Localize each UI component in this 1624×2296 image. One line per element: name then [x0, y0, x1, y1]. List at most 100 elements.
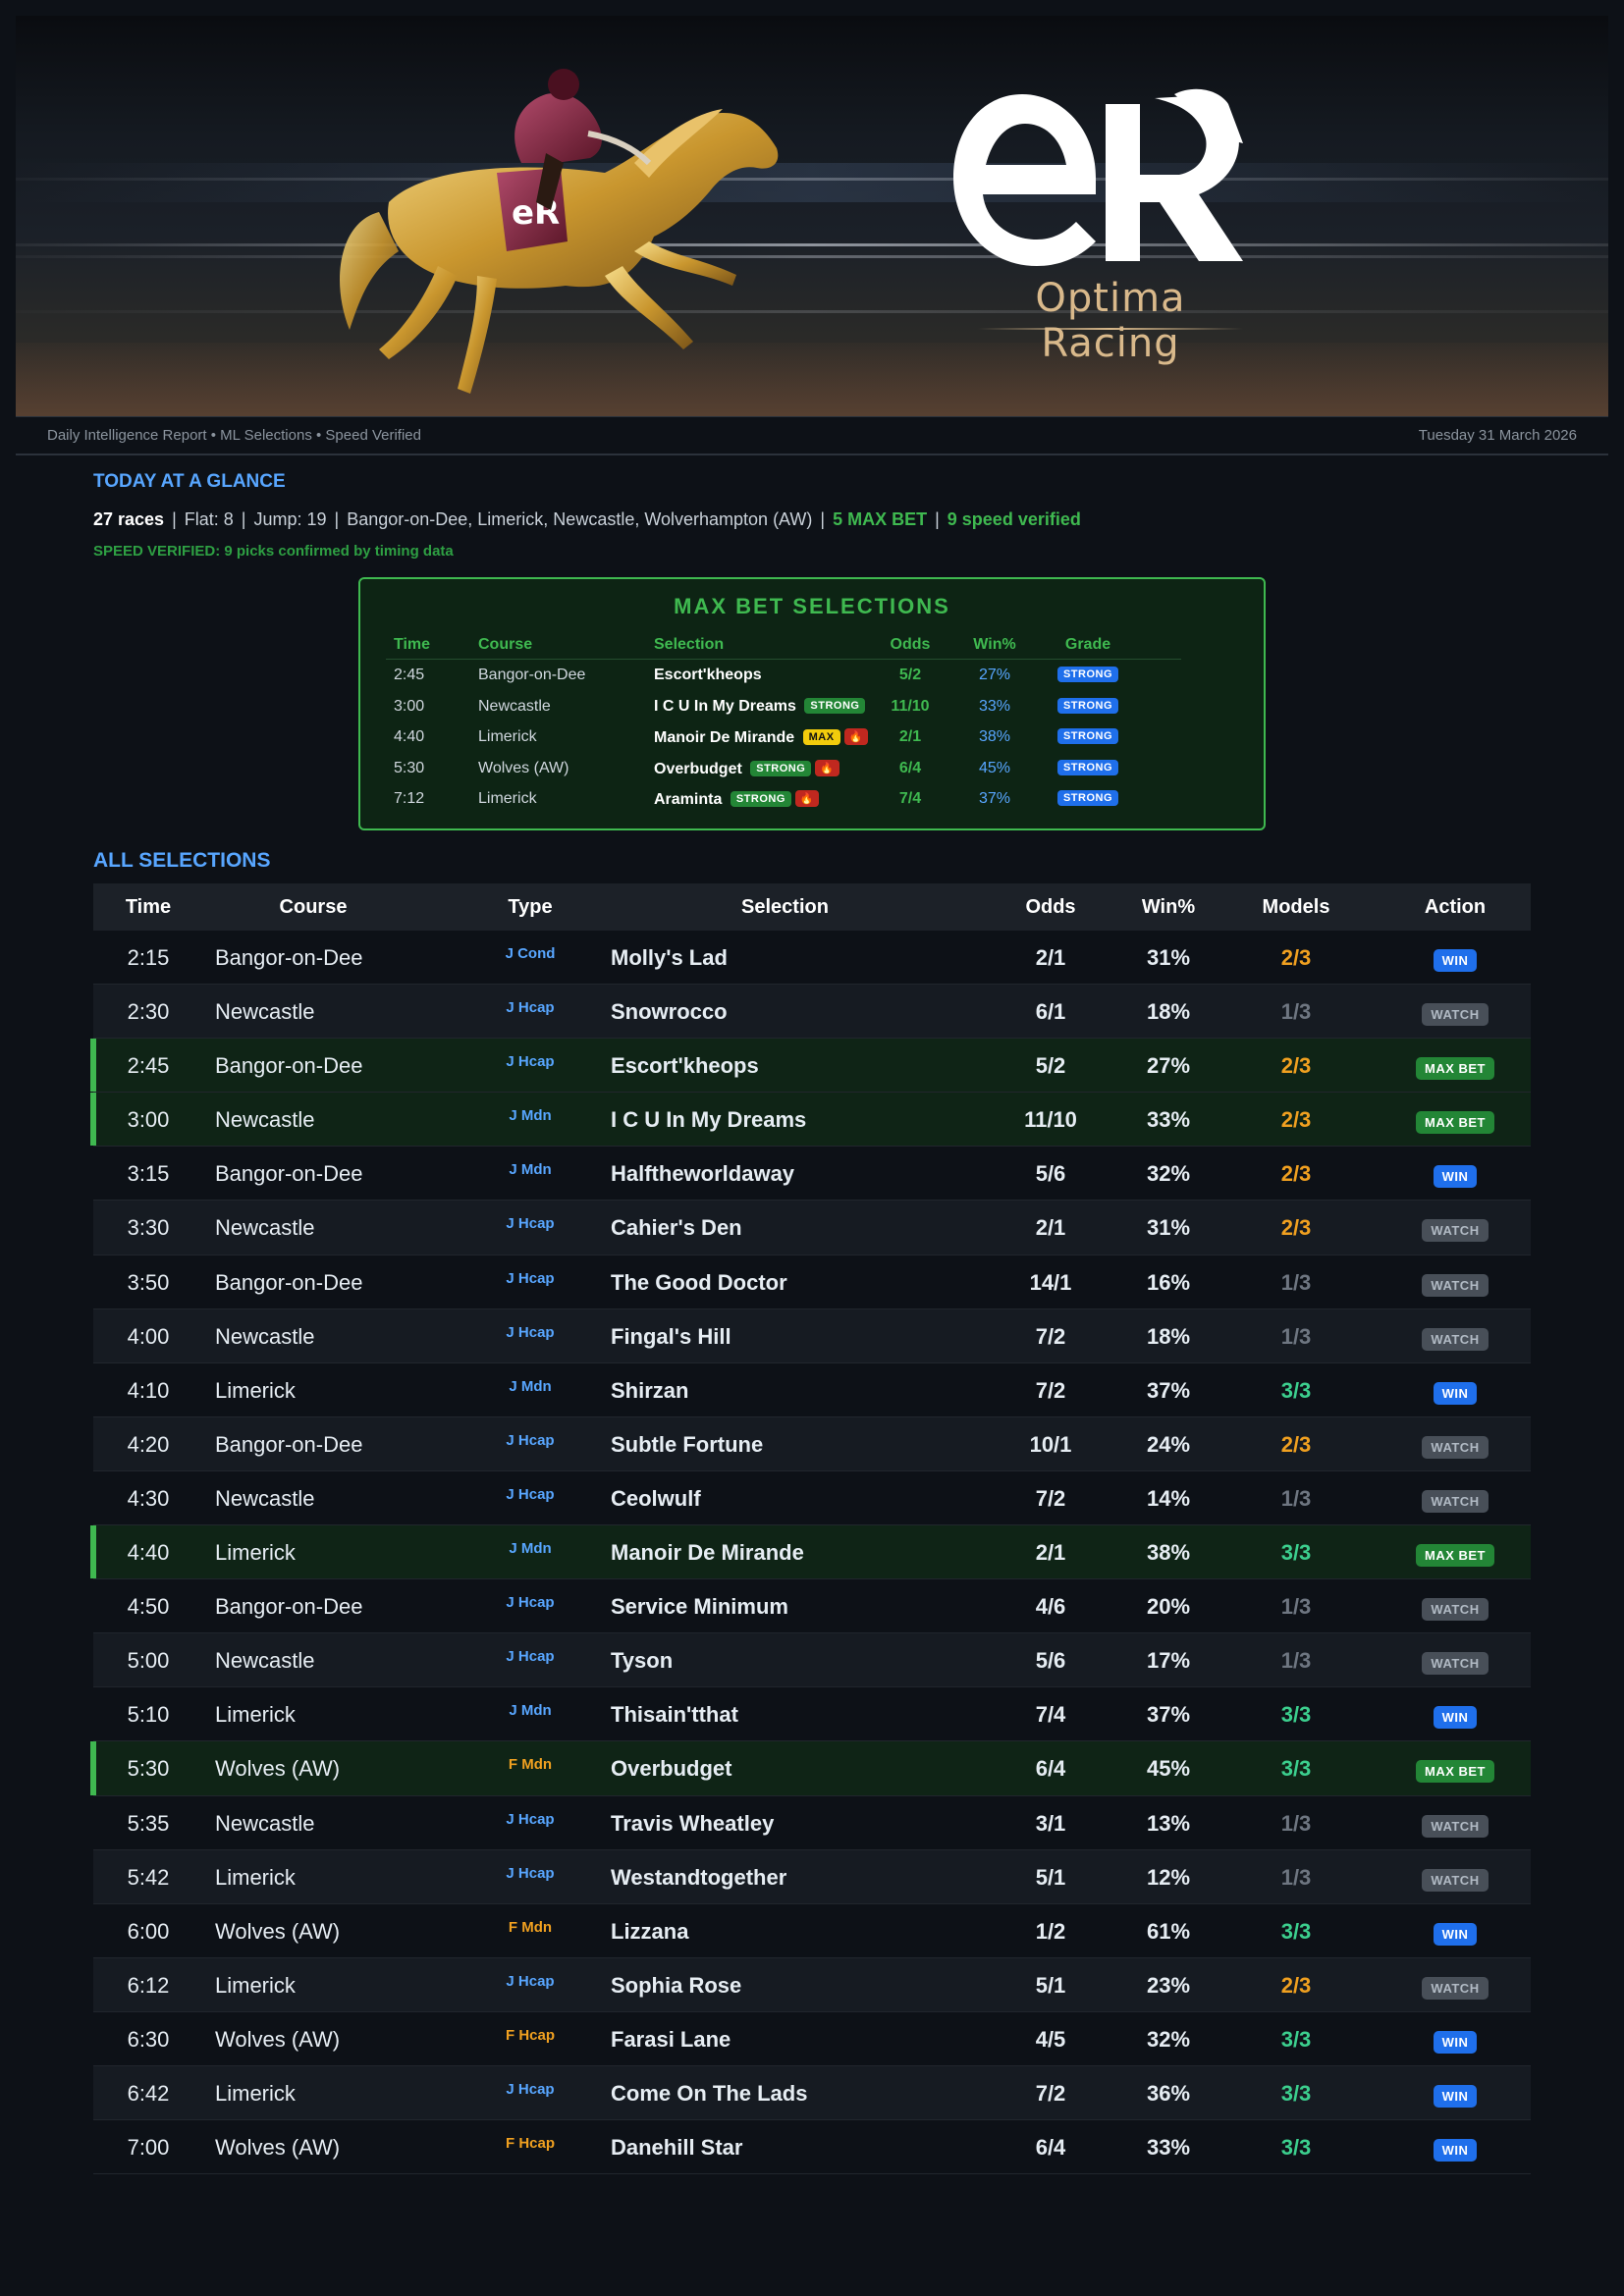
max-bet-title: MAX BET SELECTIONS — [674, 594, 950, 618]
models-agreement: 1/3 — [1280, 1323, 1312, 1349]
odds: 6/4 — [1035, 2135, 1066, 2161]
action-cell: WIN — [1380, 1919, 1531, 1946]
course-name: Limerick — [215, 1972, 296, 1998]
action-badge[interactable]: WATCH — [1422, 1435, 1489, 1459]
selection-row[interactable]: 2:45 Bangor-on-Dee J Hcap Escort'kheops 5/2 2… — [90, 1039, 1531, 1094]
action-badge[interactable]: WIN — [1433, 2139, 1478, 2163]
odds: 2/1 — [898, 728, 922, 745]
models-agreement: 3/3 — [1280, 1756, 1312, 1782]
win-pct: 13% — [1146, 1810, 1191, 1836]
race-time: 4:50 — [127, 1594, 170, 1620]
selection-row[interactable]: 5:00 Newcastle J Hcap Tyson 5/6 17% 1/3 WATCH — [93, 1633, 1531, 1688]
selection-row[interactable]: 6:12 Limerick J Hcap Sophia Rose 5/1 23% 2/3 WA… — [93, 1957, 1531, 2012]
odds: 5/6 — [1035, 1648, 1066, 1674]
action-badge[interactable]: WATCH — [1422, 1598, 1489, 1622]
selection-name: Araminta — [654, 791, 723, 808]
action-cell: MAX BET — [1380, 1756, 1531, 1784]
action-cell: WIN — [1380, 2027, 1531, 2054]
action-badge[interactable]: WIN — [1433, 2030, 1478, 2054]
action-badge[interactable]: WATCH — [1422, 1976, 1489, 2000]
selection-row[interactable]: 5:30 Wolves (AW) F Mdn Overbudget 6/4 45% 3/3 M… — [90, 1741, 1531, 1796]
win-pct: 27% — [978, 667, 1011, 683]
action-badge[interactable]: WATCH — [1422, 1489, 1489, 1513]
action-badge[interactable]: WIN — [1433, 1706, 1478, 1730]
selection-row[interactable]: 6:30 Wolves (AW) F Hcap Farasi Lane 4/5 32% 3/… — [93, 2011, 1531, 2066]
action-badge[interactable]: MAX BET — [1416, 1544, 1494, 1568]
models-agreement: 2/3 — [1280, 1215, 1312, 1241]
action-badge[interactable]: MAX BET — [1416, 1760, 1494, 1784]
action-cell: MAX BET — [1380, 1053, 1531, 1081]
selection-row[interactable]: 4:40 Limerick J Mdn Manoir De Mirande 2/1 38%… — [90, 1525, 1531, 1580]
action-badge[interactable]: WIN — [1433, 949, 1478, 972]
models-agreement: 2/3 — [1280, 1053, 1312, 1079]
selection-row[interactable]: 5:42 Limerick J Hcap Westandtogether 5/1 12% 1… — [93, 1849, 1531, 1904]
selection-row[interactable]: 7:00 Wolves (AW) F Hcap Danehill Star 6/4 33%… — [93, 2120, 1531, 2175]
models-agreement: 2/3 — [1280, 1972, 1312, 1998]
action-badge[interactable]: WIN — [1433, 1922, 1478, 1946]
models-agreement: 1/3 — [1280, 1810, 1312, 1836]
win-pct: 33% — [1146, 2135, 1191, 2161]
action-badge[interactable]: WATCH — [1422, 1652, 1489, 1676]
speed-verified-count: 9 speed verified — [947, 509, 1081, 529]
action-cell: WATCH — [1380, 1865, 1531, 1892]
course-name: Limerick — [215, 1702, 296, 1728]
selection-row[interactable]: 5:10 Limerick J Mdn Thisain'tthat 7/4 37% 3/3 W… — [93, 1687, 1531, 1742]
race-type: J Mdn — [509, 1702, 552, 1720]
race-type: J Hcap — [506, 999, 555, 1017]
selection-row[interactable]: 4:10 Limerick J Mdn Shirzan 7/2 37% 3/3 WIN — [93, 1362, 1531, 1417]
action-badge[interactable]: MAX BET — [1416, 1057, 1494, 1081]
action-badge[interactable]: MAX BET — [1416, 1111, 1494, 1135]
selection-name: Manoir De Mirande — [654, 729, 795, 746]
action-cell: WATCH — [1380, 1270, 1531, 1297]
action-badge[interactable]: WATCH — [1422, 1814, 1489, 1838]
selection-name: Fingal's Hill — [611, 1323, 731, 1349]
strong-tag: STRONG — [750, 760, 812, 776]
selection-cell: Escort'kheops — [654, 667, 762, 684]
odds: 5/1 — [1035, 1864, 1066, 1890]
models-agreement: 3/3 — [1280, 1540, 1312, 1566]
selection-row[interactable]: 4:20 Bangor-on-Dee J Hcap Subtle Fortune 10/… — [93, 1416, 1531, 1471]
race-type: J Hcap — [506, 1431, 555, 1449]
race-count: 27 races — [93, 509, 165, 529]
action-badge[interactable]: WIN — [1433, 2084, 1478, 2108]
glance-title: TODAY AT A GLANCE — [93, 471, 286, 492]
selection-name: Manoir De Mirande — [611, 1540, 804, 1566]
selection-row[interactable]: 6:42 Limerick J Hcap Come On The Lads 7/2 36%… — [93, 2065, 1531, 2121]
action-badge[interactable]: WIN — [1433, 1165, 1478, 1189]
course-name: Newcastle — [215, 1107, 315, 1133]
selection-row[interactable]: 3:50 Bangor-on-Dee J Hcap The Good Doctor 14… — [93, 1255, 1531, 1309]
selection-row[interactable]: 2:30 Newcastle J Hcap Snowrocco 6/1 18% 1/3 WAT… — [93, 985, 1531, 1040]
selection-row[interactable]: 3:15 Bangor-on-Dee J Mdn Halftheworldaway 5/… — [93, 1147, 1531, 1201]
action-cell: WATCH — [1380, 1973, 1531, 2000]
selection-cell: Araminta STRONG 🔥 — [654, 790, 820, 809]
header-win-pct: Win% — [973, 636, 1016, 653]
race-time: 5:00 — [127, 1648, 170, 1674]
race-type: J Hcap — [506, 2080, 555, 2098]
action-badge[interactable]: WATCH — [1422, 1273, 1489, 1297]
selection-row[interactable]: 4:00 Newcastle J Hcap Fingal's Hill 7/2 18% 1/… — [93, 1308, 1531, 1363]
action-badge[interactable]: WIN — [1433, 1381, 1478, 1405]
course-name: Bangor-on-Dee — [215, 1053, 363, 1079]
jump-count: Jump: 19 — [253, 509, 327, 529]
selection-row[interactable]: 5:35 Newcastle J Hcap Travis Wheatley 3/1 13%… — [93, 1795, 1531, 1850]
action-badge[interactable]: WATCH — [1422, 1003, 1489, 1027]
selection-row[interactable]: 3:00 Newcastle J Mdn I C U In My Dreams 11/1… — [90, 1093, 1531, 1148]
header-odds: Odds — [1025, 896, 1076, 918]
selection-row[interactable]: 4:50 Bangor-on-Dee J Hcap Service Minimum 4/… — [93, 1579, 1531, 1634]
max-bet-row: 4:40 Limerick Manoir De Mirande MAX 🔥 2/1 38%… — [386, 721, 1181, 753]
selection-name: Farasi Lane — [611, 2026, 731, 2052]
models-agreement: 2/3 — [1280, 945, 1312, 970]
selection-row[interactable]: 6:00 Wolves (AW) F Mdn Lizzana 1/2 61% 3/3 WIN — [93, 1903, 1531, 1958]
race-time: 3:15 — [127, 1161, 170, 1187]
action-badge[interactable]: WATCH — [1422, 1327, 1489, 1351]
glance-summary: 27 races | Flat: 8 | Jump: 19 | Bangor-on-Dee,… — [93, 509, 1081, 529]
win-pct: 33% — [1146, 1107, 1191, 1133]
selection-row[interactable]: 3:30 Newcastle J Hcap Cahier's Den 2/1 31% 2/3… — [93, 1201, 1531, 1255]
selection-cell: Overbudget STRONG 🔥 — [654, 759, 839, 778]
odds: 5/1 — [1035, 1972, 1066, 1998]
action-badge[interactable]: WATCH — [1422, 1868, 1489, 1892]
selection-row[interactable]: 4:30 Newcastle J Hcap Ceolwulf 7/2 14% 1/3 WATC… — [93, 1470, 1531, 1526]
action-badge[interactable]: WATCH — [1422, 1219, 1489, 1243]
selection-row[interactable]: 2:15 Bangor-on-Dee J Cond Molly's Lad 2/1 31%… — [93, 931, 1531, 986]
win-pct: 17% — [1146, 1648, 1191, 1674]
